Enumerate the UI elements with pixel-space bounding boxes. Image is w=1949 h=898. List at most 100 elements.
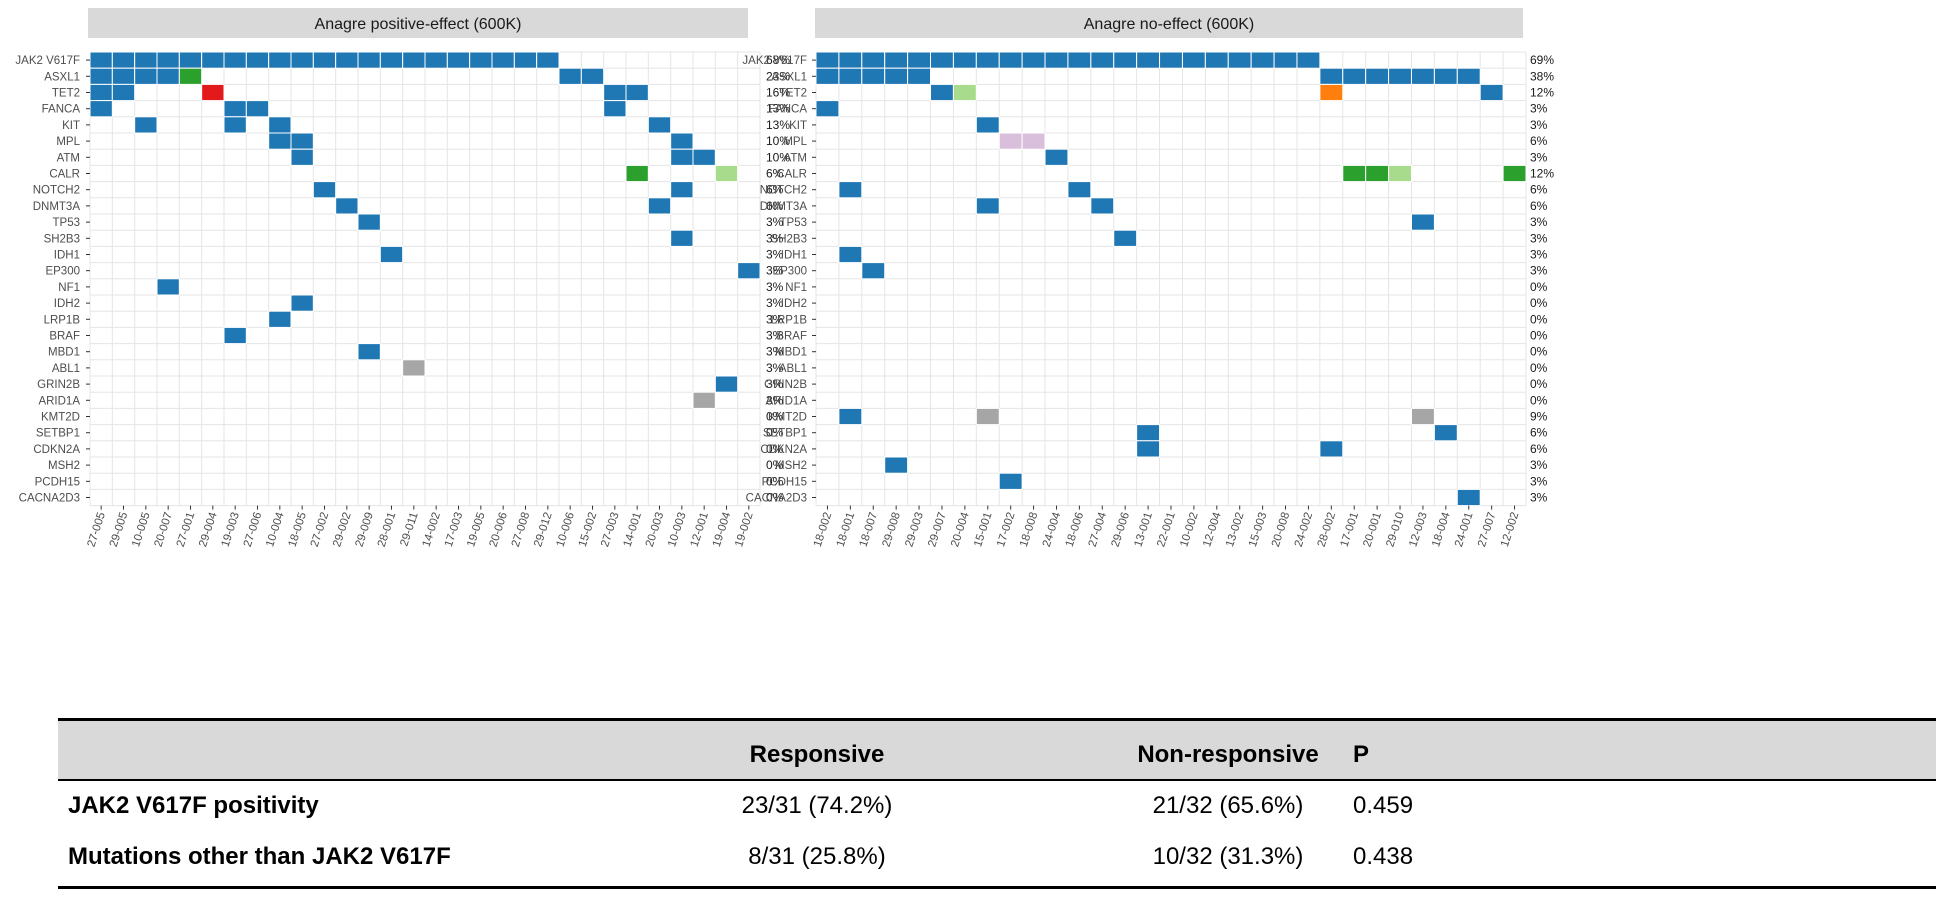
gene-label: TP53: [780, 217, 808, 229]
mutation-tile: [737, 262, 761, 280]
mutation-tile: [290, 148, 314, 166]
mutation-tile: [838, 67, 863, 85]
percentage-label: 6%: [766, 183, 784, 197]
percentage-label: 3%: [766, 248, 784, 262]
mutation-tile: [907, 51, 932, 69]
percentage-label: 3%: [766, 361, 784, 375]
gene-label: JAK2 V617F: [742, 55, 807, 67]
sample-label: 24-001: [1453, 511, 1475, 549]
summary-table: Responsive Non-responsive P JAK2 V617F p…: [58, 718, 1936, 890]
mutation-tile: [1136, 424, 1161, 442]
gene-label: NF1: [785, 282, 807, 294]
mutation-tile: [536, 51, 560, 69]
sample-label: 29-008: [881, 511, 903, 549]
sample-label: 27-003: [599, 511, 621, 549]
mutation-tile: [930, 83, 954, 102]
panel-positive-effect: Anagre positive-effect (600K) JAK2 V617F A…: [15, 8, 790, 549]
mutation-tile: [647, 197, 672, 215]
mutation-tile: [1136, 440, 1161, 458]
mutation-tile: [134, 51, 158, 69]
percentage-label: 12%: [1530, 86, 1554, 100]
mutation-tile: [815, 67, 840, 85]
percentage-label: 13%: [766, 102, 790, 116]
sample-label: 15-001: [972, 511, 994, 549]
gene-label: ATM: [784, 152, 807, 164]
panel-no-effect: Anagre no-effect (600K) JAK2 V617F ASXL1 TE…: [742, 8, 1554, 549]
gene-label: KMT2D: [41, 412, 80, 424]
mutation-tile: [111, 83, 136, 102]
gene-label: TP53: [53, 217, 81, 229]
panel-title: Anagre positive-effect (600K): [315, 16, 522, 33]
mutation-tile: [1342, 164, 1367, 183]
sample-label: 18-004: [1430, 510, 1453, 548]
gene-label: LRP1B: [44, 314, 81, 326]
mutation-tile: [714, 375, 739, 393]
mutation-tile: [1410, 407, 1435, 426]
percentage-label: 0%: [1530, 377, 1548, 391]
percentage-label: 3%: [766, 377, 784, 391]
sample-label: 18-001: [835, 511, 857, 549]
mutation-tile: [861, 51, 886, 69]
mutation-tile: [952, 51, 977, 69]
mutation-tile: [670, 181, 694, 199]
gene-label: PCDH15: [762, 476, 807, 488]
gene-label: NOTCH2: [760, 185, 807, 197]
sample-label: 18-008: [1018, 511, 1040, 549]
mutation-tile: [1410, 213, 1435, 231]
mutation-tile: [134, 67, 158, 85]
mutation-tile: [1113, 229, 1138, 247]
sample-label: 27-001: [175, 511, 197, 549]
gene-label: GRIN2B: [764, 379, 807, 391]
gene-label: EP300: [772, 266, 807, 278]
sample-label: 18-006: [1064, 511, 1086, 549]
mutation-tile: [625, 164, 649, 183]
percentage-label: 3%: [766, 345, 784, 359]
mutation-tile: [268, 116, 292, 134]
gene-label: IDH1: [54, 250, 80, 262]
sample-label: 14-001: [622, 511, 644, 549]
sample-label: 27-006: [242, 511, 264, 549]
sample-label: 19-004: [711, 510, 734, 548]
sample-label: 29-003: [903, 511, 925, 549]
mutation-tile: [111, 51, 136, 69]
gene-label: TET2: [779, 88, 807, 100]
mutation-tile: [245, 51, 270, 69]
mutation-tile: [603, 83, 627, 102]
sample-label: 20-003: [644, 511, 666, 549]
sample-label: 20-006: [488, 511, 510, 549]
sample-label: 10-003: [666, 511, 688, 549]
mutation-tile: [357, 343, 381, 361]
sample-label: 19-002: [733, 511, 755, 549]
mutation-tile: [268, 51, 292, 69]
mutation-tile: [1204, 51, 1229, 69]
percentage-label: 3%: [766, 264, 784, 278]
sample-label: 28-002: [1316, 511, 1338, 549]
mutation-tile: [647, 116, 672, 134]
percentage-label: 0%: [766, 442, 784, 456]
mutation-tile: [1021, 132, 1046, 150]
sample-label: 20-004: [949, 510, 972, 548]
gene-label: MBD1: [48, 347, 80, 359]
row-label-jak2-positivity: JAK2 V617F positivity: [68, 792, 319, 819]
mutation-tile: [357, 51, 381, 69]
sample-label: 20-008: [1270, 511, 1292, 549]
mutation-tile: [815, 51, 840, 69]
mutation-tile: [1433, 67, 1458, 85]
percentage-label: 3%: [1530, 248, 1548, 262]
mutation-tile: [379, 245, 404, 264]
gene-label: MPL: [783, 136, 807, 148]
mutation-tile: [930, 51, 954, 69]
mutation-tile: [1021, 51, 1046, 69]
gene-label: ARID1A: [765, 395, 807, 407]
mutation-tile: [290, 132, 314, 150]
percentage-label: 9%: [1530, 410, 1548, 424]
mutation-tile: [1365, 164, 1390, 183]
mutation-tile: [178, 67, 203, 85]
sample-label: 29-005: [108, 511, 130, 549]
mutation-tile: [469, 51, 493, 69]
gene-label: ATM: [57, 152, 80, 164]
mutation-tile: [838, 245, 863, 264]
percentage-label: 6%: [1530, 183, 1548, 197]
mutation-tile: [861, 262, 886, 280]
percentage-label: 6%: [766, 199, 784, 213]
